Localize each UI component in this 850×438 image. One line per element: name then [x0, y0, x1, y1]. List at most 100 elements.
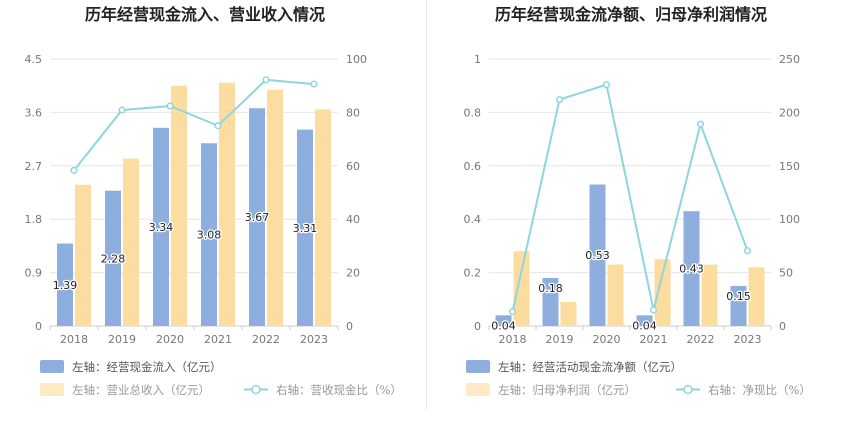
bar-series-1 — [542, 277, 559, 326]
bar-series-2 — [75, 184, 91, 326]
legend-swatch-series-1 — [40, 360, 64, 373]
bar-data-label: 3.08 — [197, 229, 222, 242]
x-axis-label: 2019 — [546, 333, 574, 346]
left-axis-tick: 2.7 — [25, 160, 43, 173]
line-series — [511, 83, 749, 312]
left-axis-tick: 0.4 — [464, 213, 482, 226]
bar-data-label: 3.31 — [293, 222, 318, 235]
x-axis-label: 2019 — [108, 333, 136, 346]
legend-label-series-2: 左轴：营业总收入（亿元） — [72, 383, 210, 397]
line-point — [696, 120, 705, 128]
left-axis-tick: 0 — [474, 320, 481, 333]
bar-series-2 — [315, 109, 331, 326]
bar-series-1 — [297, 129, 313, 326]
bar-data-label: 0.04 — [491, 319, 516, 332]
right-axis-tick: 0 — [346, 320, 353, 333]
right-axis-tick: 250 — [779, 53, 800, 66]
chart-net-cashflow-profit: 历年经营现金流净额、归母净利润情况 0 0.2 0.4 0.6 0.8 1 0 50 100 150… — [464, 5, 811, 397]
x-axis-label: 2020 — [593, 333, 621, 346]
bar-series-1 — [495, 315, 512, 326]
right-axis-tick: 150 — [779, 160, 800, 173]
bar-series-2 — [560, 301, 577, 326]
bar-series-2 — [513, 251, 530, 326]
line-point — [555, 96, 564, 104]
right-axis-tick: 200 — [779, 106, 800, 119]
line-point — [649, 306, 658, 314]
bar-data-label: 2.28 — [101, 252, 126, 265]
bar-series-2 — [607, 264, 624, 326]
x-axis-label: 2023 — [734, 333, 762, 346]
bar-series-1 — [730, 285, 747, 326]
line-point — [602, 81, 611, 89]
x-axis-label: 2023 — [300, 333, 328, 346]
bar-series-1 — [153, 127, 169, 327]
x-axis-label: 2018 — [499, 333, 527, 346]
right-axis-tick: 20 — [346, 267, 360, 280]
panel-divider — [426, 0, 427, 410]
bar-data-label: 3.67 — [245, 211, 270, 224]
right-axis-tick: 60 — [346, 160, 360, 173]
legend-swatch-series-1 — [466, 360, 490, 373]
left-axis-tick: 0.8 — [464, 106, 482, 119]
bar-data-label: 1.39 — [53, 279, 78, 292]
bar-series-1 — [249, 108, 265, 326]
line-point — [70, 166, 78, 174]
bar-series-2 — [219, 82, 235, 326]
bar-data-label: 0.18 — [538, 282, 563, 295]
left-axis-tick: 0 — [35, 320, 42, 333]
left-axis-tick: 0.9 — [25, 267, 43, 280]
legend-label-series-2: 左轴：归母净利润（亿元） — [498, 383, 636, 397]
bar-series-1 — [589, 184, 606, 326]
x-axis-label: 2021 — [640, 333, 668, 346]
x-axis-label: 2022 — [687, 333, 715, 346]
bar-series-2 — [654, 259, 671, 326]
bar-series-2 — [171, 85, 187, 326]
bar-data-label: 0.04 — [632, 319, 657, 332]
bar-series-1 — [201, 143, 217, 326]
legend-label-series-3: 右轴：营收现金比（%） — [276, 383, 402, 397]
legend-swatch-series-2 — [466, 383, 490, 396]
chart-title: 历年经营现金流净额、归母净利润情况 — [495, 5, 767, 24]
left-axis-tick: 3.6 — [25, 106, 43, 119]
right-axis-tick: 0 — [779, 320, 786, 333]
right-axis-tick: 100 — [346, 53, 367, 66]
bar-series-2 — [748, 267, 765, 326]
legend-label-series-1: 左轴：经营现金流入（亿元） — [72, 360, 222, 374]
bar-series-2 — [701, 264, 718, 326]
bar-data-label: 3.34 — [149, 221, 174, 234]
line-point — [508, 308, 517, 316]
right-axis-tick: 80 — [346, 106, 360, 119]
bar-data-label: 0.43 — [679, 263, 704, 276]
line-point — [310, 80, 318, 88]
line-point — [743, 247, 752, 255]
line-point — [166, 102, 174, 110]
bar-series-1 — [105, 190, 121, 326]
legend-swatch-series-3-marker — [251, 384, 261, 395]
left-axis-tick: 0.6 — [464, 160, 482, 173]
x-axis-label: 2018 — [60, 333, 88, 346]
line-point — [214, 122, 222, 130]
left-axis-tick: 1.8 — [25, 213, 43, 226]
left-axis-tick: 4.5 — [25, 53, 43, 66]
left-axis-tick: 1 — [474, 53, 481, 66]
bar-series-2 — [123, 158, 139, 326]
line-point — [262, 76, 270, 84]
bar-series-2 — [267, 89, 283, 326]
legend-label-series-1: 左轴：经营活动现金流净额（亿元） — [498, 360, 682, 374]
line-point — [118, 106, 126, 114]
bar-data-label: 0.53 — [585, 249, 610, 262]
right-axis-tick: 40 — [346, 213, 360, 226]
line-series — [73, 78, 315, 171]
bar-series-1 — [57, 243, 73, 326]
left-axis-tick: 0.2 — [464, 267, 482, 280]
legend-label-series-3: 右轴：净现比（%） — [708, 383, 811, 397]
legend-swatch-series-3-marker — [683, 384, 693, 395]
bar-series-1 — [683, 211, 700, 326]
right-axis-tick: 50 — [779, 267, 793, 280]
chart-title: 历年经营现金流入、营业收入情况 — [85, 5, 325, 24]
chart-cash-inflow-revenue: 历年经营现金流入、营业收入情况 0 0.9 1.8 2.7 3.6 4.5 0 20 40 60 80… — [25, 5, 402, 397]
legend-swatch-series-2 — [40, 383, 64, 396]
x-axis-label: 2021 — [204, 333, 232, 346]
x-axis-label: 2020 — [156, 333, 184, 346]
bar-series-1 — [636, 315, 653, 326]
